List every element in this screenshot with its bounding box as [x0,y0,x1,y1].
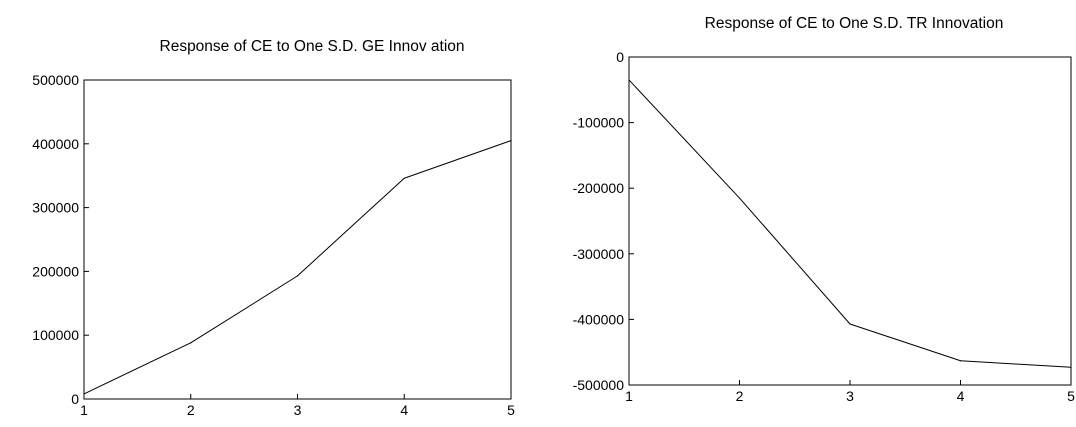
tr-y-tick-label: -400000 [573,311,625,327]
ge-y-tick-label: 500000 [32,72,79,88]
tr-data-point [738,197,741,199]
ge-x-tick-label: 2 [187,402,195,418]
tr-innovation-chart: Response of CE to One S.D. TR Innovation… [573,15,1075,404]
tr-y-tick-label: -200000 [573,180,625,196]
tr-x-tick-label: 4 [957,388,965,404]
ge-data-point [403,177,405,179]
tr-data-point [959,360,962,362]
ge-chart-title: Response of CE to One S.D. GE Innov atio… [160,38,465,55]
ge-y-tick-label: 300000 [32,200,79,216]
ge-innovation-chart: Response of CE to One S.D. GE Innov atio… [32,38,515,418]
tr-y-tick-label: -100000 [573,115,625,131]
tr-plot-frame [628,56,1072,386]
tr-x-tick-label: 5 [1067,388,1075,404]
tr-y-tick-label: -300000 [573,246,625,262]
tr-data-point [849,323,851,325]
tr-y-tick-label: -500000 [573,377,625,393]
ge-data-point [190,342,192,344]
ge-data-point [510,140,512,142]
ge-x-tick-label: 3 [294,402,302,418]
tr-x-tick-label: 1 [625,388,633,404]
ge-y-tick-label: 0 [71,391,79,407]
tr-data-point [628,79,630,81]
tr-data-point [1070,366,1072,368]
ge-x-tick-label: 1 [80,402,88,418]
ge-data-point [83,393,85,395]
tr-x-tick-label: 2 [736,388,744,404]
ge-x-tick-label: 4 [400,402,408,418]
ge-y-tick-label: 100000 [32,327,79,343]
ge-response-line [83,140,512,395]
tr-chart-title: Response of CE to One S.D. TR Innovation [705,15,1004,32]
ge-x-tick-label: 5 [507,402,515,418]
ge-y-tick-label: 400000 [32,136,79,152]
tr-x-tick-label: 3 [846,388,854,404]
ge-plot-frame [83,79,512,400]
ge-y-tick-label: 200000 [32,263,79,279]
tr-y-tick-label: 0 [616,49,624,65]
ge-data-point [296,275,299,277]
